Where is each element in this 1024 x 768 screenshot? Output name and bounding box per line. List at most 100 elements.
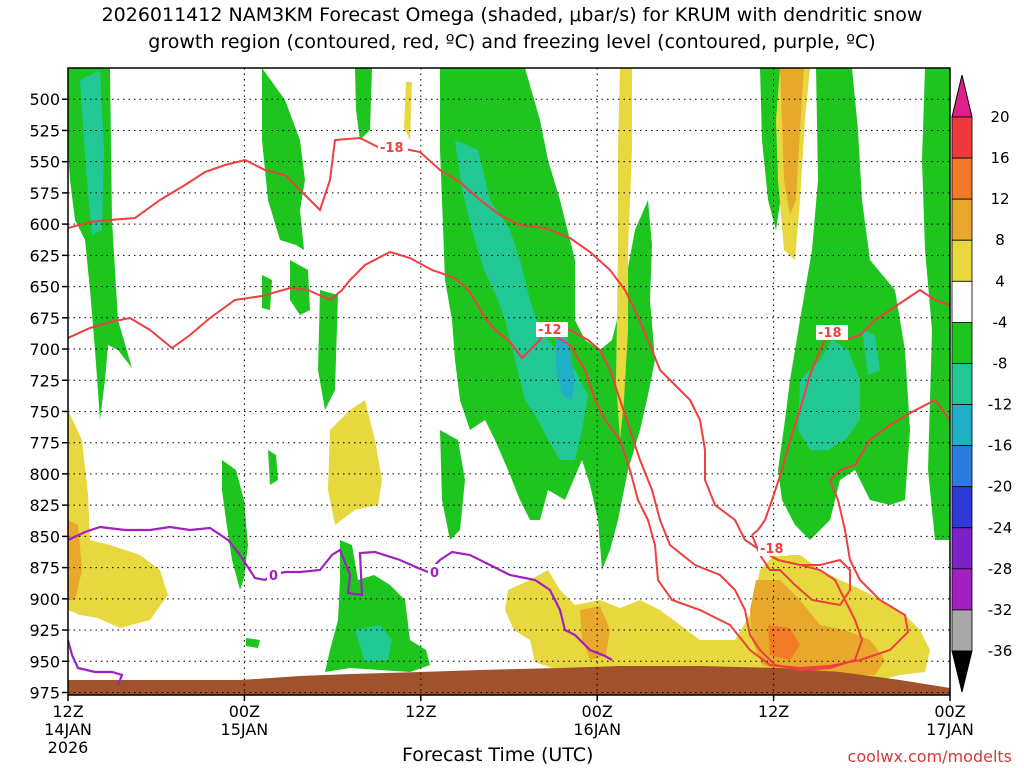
- omega-region-yellow: [68, 410, 168, 628]
- y-tick-label: 950: [29, 652, 60, 671]
- omega-region-cyan: [555, 330, 575, 400]
- colorbar-label: -12: [988, 396, 1013, 414]
- y-tick-label: 650: [29, 278, 60, 297]
- omega-region-orange: [68, 520, 82, 600]
- chart-title-line-1: 2026011412 NAM3KM Forecast Omega (shaded…: [101, 4, 923, 26]
- colorbar-label: -24: [988, 519, 1013, 537]
- x-tick-label: 12Z: [758, 702, 789, 721]
- contour-line-purple: [68, 639, 124, 686]
- plot-frame: [67, 67, 951, 696]
- y-tick-label: 500: [29, 90, 60, 109]
- colorbar-top-arrow: [951, 74, 973, 118]
- omega-region-teal: [862, 330, 880, 375]
- x-tick-label: 17JAN: [926, 720, 974, 739]
- colorbar-label: -28: [988, 560, 1013, 578]
- omega-region-yellow: [616, 68, 632, 440]
- contour-label-red: -12: [538, 323, 562, 338]
- colorbar-label: 8: [995, 231, 1005, 249]
- omega-region-yellow: [404, 82, 412, 140]
- omega-region-green: [262, 68, 305, 250]
- y-tick-label: 975: [29, 684, 60, 703]
- contour-line-red: [68, 136, 864, 672]
- colorbar-label: -16: [988, 437, 1013, 455]
- contour-line-red: [68, 250, 950, 670]
- y-tick-label: 900: [29, 590, 60, 609]
- x-tick-label: 14JAN: [44, 720, 92, 739]
- contour-label-red: -18: [818, 326, 842, 341]
- omega-shading: [68, 68, 950, 695]
- colorbar-swatch: [951, 198, 973, 241]
- y-tick-label: 675: [29, 309, 60, 328]
- y-tick-label: 875: [29, 559, 60, 578]
- y-tick-label: 625: [29, 246, 60, 265]
- omega-region-green: [440, 430, 465, 540]
- y-tick-label: 575: [29, 184, 60, 203]
- y-tick-label: 750: [29, 402, 60, 421]
- y-tick-label: 700: [29, 340, 60, 359]
- colorbar-swatch: [951, 486, 973, 529]
- y-tick-label: 525: [29, 121, 60, 140]
- colorbar-label: 20: [990, 108, 1009, 126]
- colorbar-label: 12: [990, 190, 1009, 208]
- omega-region-teal: [455, 140, 588, 460]
- x-tick-label: 00Z: [229, 702, 260, 721]
- x-tick-label: 00Z: [934, 702, 965, 721]
- y-tick-label: 850: [29, 527, 60, 546]
- colorbar-swatch: [951, 568, 973, 611]
- colorbar-swatch: [951, 280, 973, 323]
- colorbar-swatch: [951, 363, 973, 405]
- omega-region-yellow: [328, 400, 382, 525]
- x-tick-label: 15JAN: [221, 720, 269, 739]
- y-tick-label: 825: [29, 496, 60, 515]
- omega-region-teal: [80, 70, 104, 235]
- omega-region-green: [268, 450, 278, 485]
- omega-region-green: [68, 68, 132, 420]
- colorbar-label: -20: [988, 478, 1013, 496]
- x-tick-label: 16JAN: [573, 720, 621, 739]
- contour-label-red: -18: [760, 542, 784, 557]
- colorbar-swatch: [951, 239, 973, 282]
- x-tick-label: 00Z: [582, 702, 613, 721]
- omega-region-dark-orange: [768, 625, 800, 660]
- y-tick-label: 925: [29, 621, 60, 640]
- colorbar-label: -36: [988, 642, 1013, 660]
- x-tick-label: 12Z: [52, 702, 83, 721]
- y-tick-label: 800: [29, 465, 60, 484]
- y-tick-label: 775: [29, 434, 60, 453]
- colorbar-label: 16: [990, 149, 1009, 167]
- ground-terrain: [68, 666, 950, 695]
- omega-region-green: [355, 68, 372, 140]
- colorbar-swatch: [951, 445, 973, 488]
- omega-region-orange: [780, 68, 804, 215]
- omega-region-green: [290, 260, 310, 315]
- chart-title-line-2: growth region (contoured, red, ºC) and f…: [148, 31, 876, 53]
- omega-region-green: [325, 540, 430, 672]
- colorbar-label: 4: [995, 272, 1005, 290]
- contour-label-purple: 0: [269, 569, 278, 584]
- omega-region-green: [246, 638, 260, 648]
- y-tick-label: 725: [29, 371, 60, 390]
- omega-region-green: [318, 290, 338, 410]
- pressure-axis: 500 525 550 575 600 625 650 675 700 725 750 775 800 8…: [29, 90, 68, 703]
- omega-colorbar: 20 16 12 8 4 -4 -8 -12 -16 -20 -24 -28 -32 -36: [951, 74, 1013, 693]
- contour-label-purple: 0: [430, 566, 439, 581]
- colorbar-label: -32: [988, 601, 1013, 619]
- colorbar-swatch: [951, 609, 973, 652]
- x-tick-label: 12Z: [405, 702, 436, 721]
- x-axis-label: Forecast Time (UTC): [402, 744, 594, 766]
- colorbar-swatch: [951, 404, 973, 447]
- colorbar-swatch: [951, 157, 973, 200]
- pressure-gridlines: [68, 98, 950, 694]
- colorbar-label: -4: [993, 313, 1008, 331]
- contour-line-red: [751, 534, 851, 607]
- colorbar-bottom-arrow: [951, 650, 973, 693]
- credit-text: coolwx.com/modelts: [847, 747, 1012, 766]
- x-tick-label: 2026: [48, 738, 89, 757]
- contour-label-red: -18: [380, 141, 404, 156]
- omega-region-teal: [355, 625, 392, 662]
- freezing-level-contours: [68, 525, 613, 686]
- omega-region-green: [922, 68, 950, 540]
- colorbar-swatch: [951, 116, 973, 159]
